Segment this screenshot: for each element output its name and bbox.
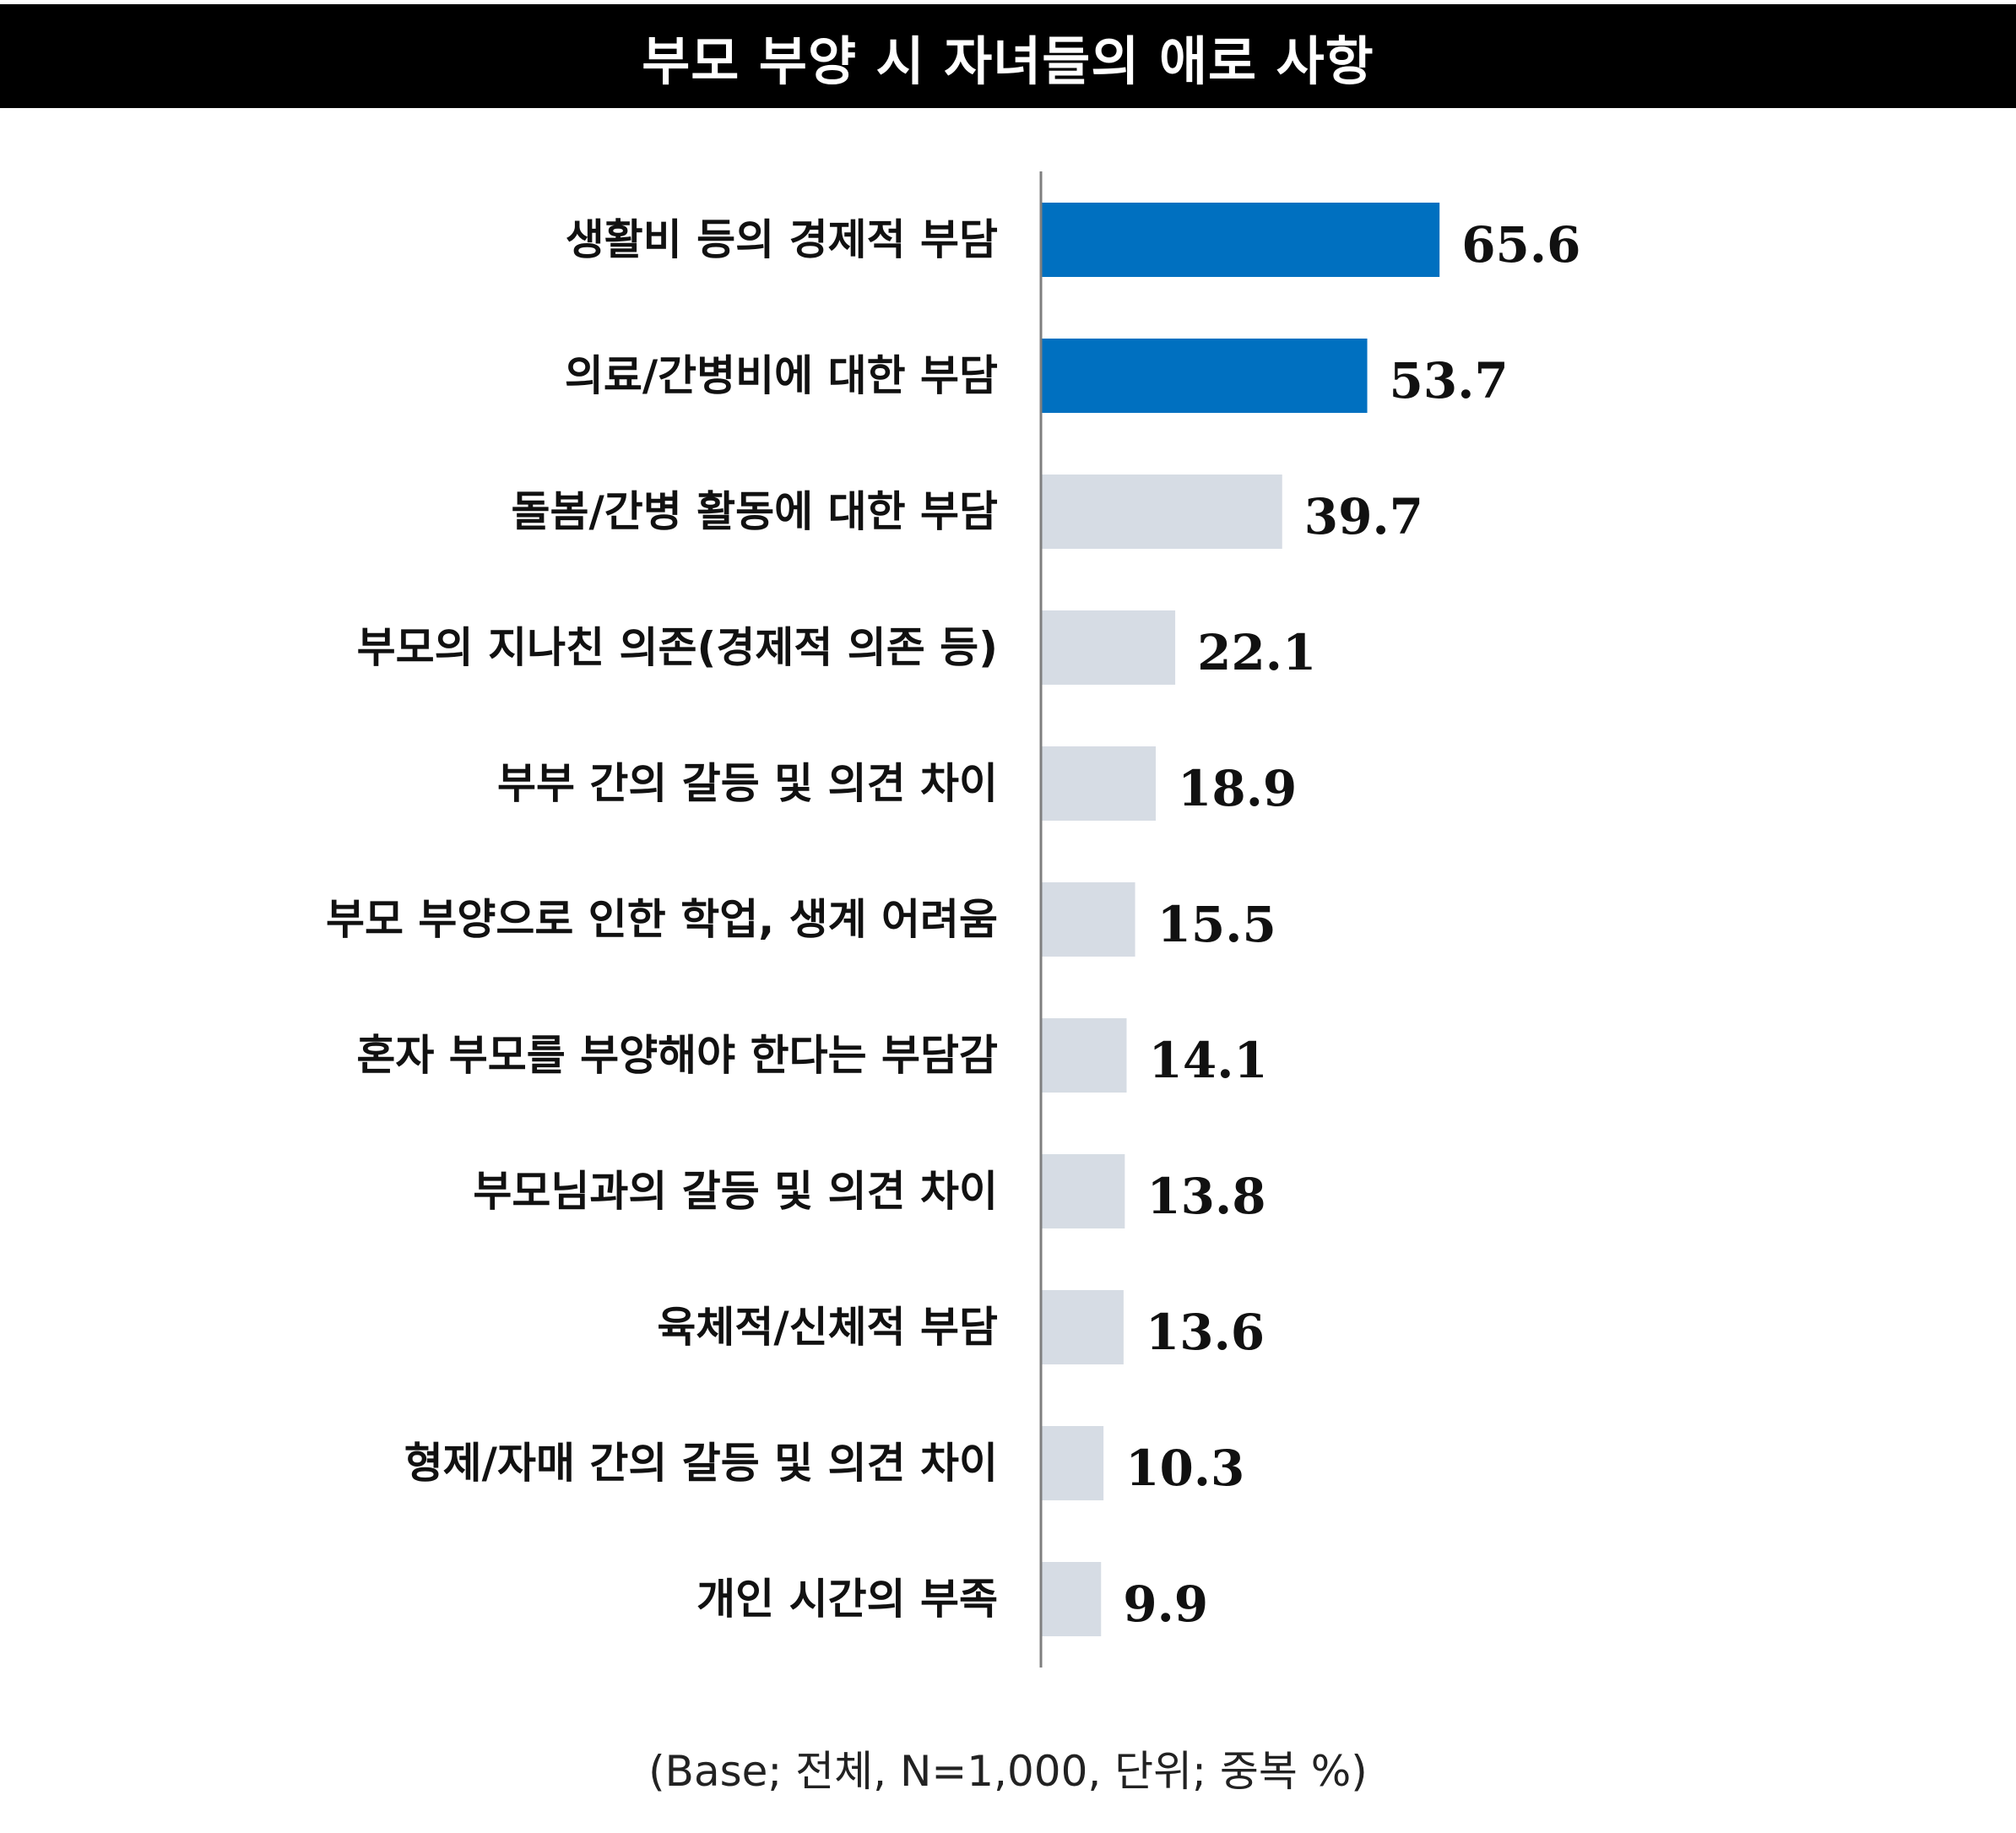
category-label-7: 혼자 부모를 부양해야 한다는 부담감	[356, 1031, 998, 1080]
category-label-2: 의료/간병비에 대한 부담	[565, 351, 998, 400]
bar-9	[1041, 1290, 1124, 1364]
bar-6	[1041, 882, 1135, 957]
bar-5	[1041, 746, 1157, 821]
value-label-8: 13.8	[1146, 1168, 1265, 1225]
bar-1	[1041, 203, 1440, 277]
bar-8	[1041, 1154, 1125, 1228]
value-label-10: 10.3	[1125, 1440, 1244, 1497]
title-bar: 부모 부양 시 자녀들의 애로 사항	[0, 4, 2016, 108]
category-label-8: 부모님과의 갈등 및 의견 차이	[473, 1167, 998, 1216]
category-label-10: 형제/자매 간의 갈등 및 의견 차이	[404, 1439, 998, 1488]
bar-4	[1041, 610, 1176, 685]
category-label-4: 부모의 지나친 의존(경제적 의존 등)	[357, 623, 998, 672]
value-label-1: 65.6	[1461, 216, 1580, 274]
category-label-9: 육체적/신체적 부담	[657, 1303, 998, 1352]
bar-10	[1041, 1426, 1104, 1500]
bars-layer: 생활비 등의 경제적 부담 65.6 의료/간병비에 대한 부담 53.7 돌봄/간병 …	[326, 203, 1580, 1636]
category-label-11: 개인 시간의 부족	[696, 1575, 998, 1624]
category-label-6: 부모 부양으로 인한 학업, 생계 어려움	[326, 895, 998, 944]
bar-11	[1041, 1562, 1102, 1636]
value-label-9: 13.6	[1146, 1304, 1265, 1361]
value-label-2: 53.7	[1390, 352, 1509, 409]
category-label-3: 돌봄/간병 활동에 대한 부담	[512, 487, 998, 536]
bar-2	[1041, 339, 1368, 413]
category-label-1: 생활비 등의 경제적 부담	[566, 215, 998, 264]
value-label-3: 39.7	[1304, 488, 1423, 545]
bar-7	[1041, 1018, 1127, 1093]
base-note: (Base; 전체, N=1,000, 단위; 중복 %)	[648, 1747, 1368, 1796]
value-label-11: 9.9	[1123, 1575, 1208, 1633]
bar-chart: 생활비 등의 경제적 부담 65.6 의료/간병비에 대한 부담 53.7 돌봄/간병 …	[326, 171, 1580, 1668]
chart-title: 부모 부양 시 자녀들의 애로 사항	[642, 30, 1374, 92]
value-label-4: 22.1	[1197, 624, 1316, 681]
bar-3	[1041, 475, 1282, 549]
value-label-5: 18.9	[1178, 760, 1297, 817]
value-label-7: 14.1	[1148, 1032, 1267, 1089]
value-label-6: 15.5	[1157, 896, 1276, 953]
category-label-5: 부부 간의 갈등 및 의견 차이	[497, 759, 998, 808]
